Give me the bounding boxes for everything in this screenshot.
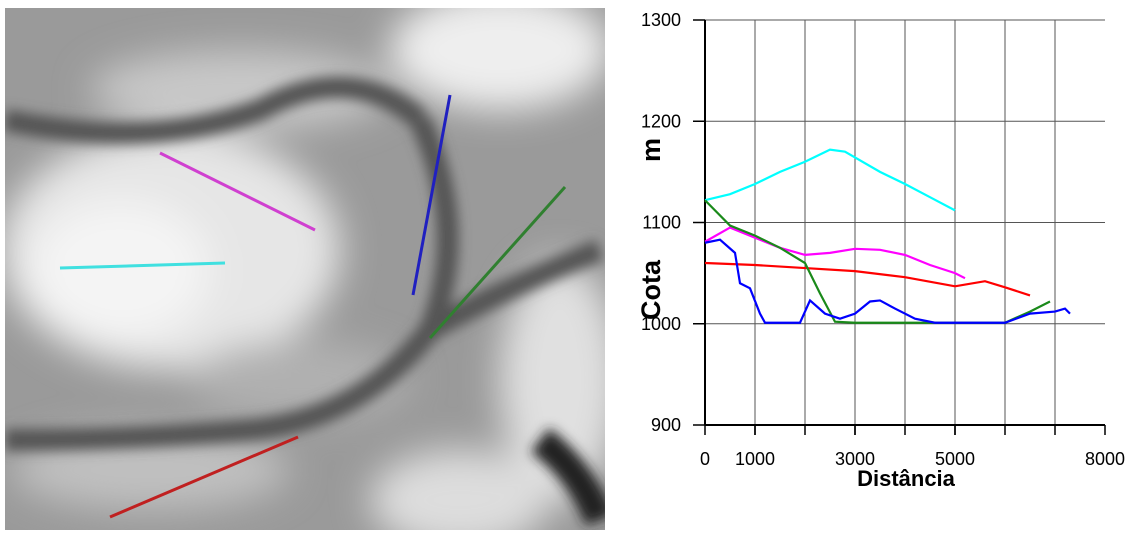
series-line xyxy=(704,261,1031,297)
x-tick-label: 8000 xyxy=(1085,449,1125,469)
y-tick-label: 1200 xyxy=(641,111,681,131)
x-tick-label: 0 xyxy=(700,449,710,469)
y-tick-label: 900 xyxy=(651,415,681,435)
y-tick-label: 1300 xyxy=(641,10,681,30)
profile-line xyxy=(428,186,567,339)
x-axis-label: Distância xyxy=(857,466,956,491)
x-tick-label: 3000 xyxy=(835,449,875,469)
y-axis-unit: m xyxy=(636,138,666,162)
chart: 900 1000 1100 1200 1300 0 1000 3000 5000 8000 xyxy=(641,10,1125,469)
elevation-map xyxy=(5,8,605,530)
y-axis-label: Cota xyxy=(636,259,666,320)
y-tick-label: 1000 xyxy=(641,314,681,334)
y-tick-label: 1100 xyxy=(642,213,681,233)
profile-line xyxy=(109,435,299,519)
series-line xyxy=(704,226,966,280)
profile-line xyxy=(411,94,452,296)
x-tick-label: 1000 xyxy=(735,449,775,469)
profile-line xyxy=(59,261,226,270)
series-line xyxy=(704,148,956,212)
series-line xyxy=(704,238,1071,324)
profile-line xyxy=(159,151,316,232)
x-tick-label: 5000 xyxy=(935,449,975,469)
